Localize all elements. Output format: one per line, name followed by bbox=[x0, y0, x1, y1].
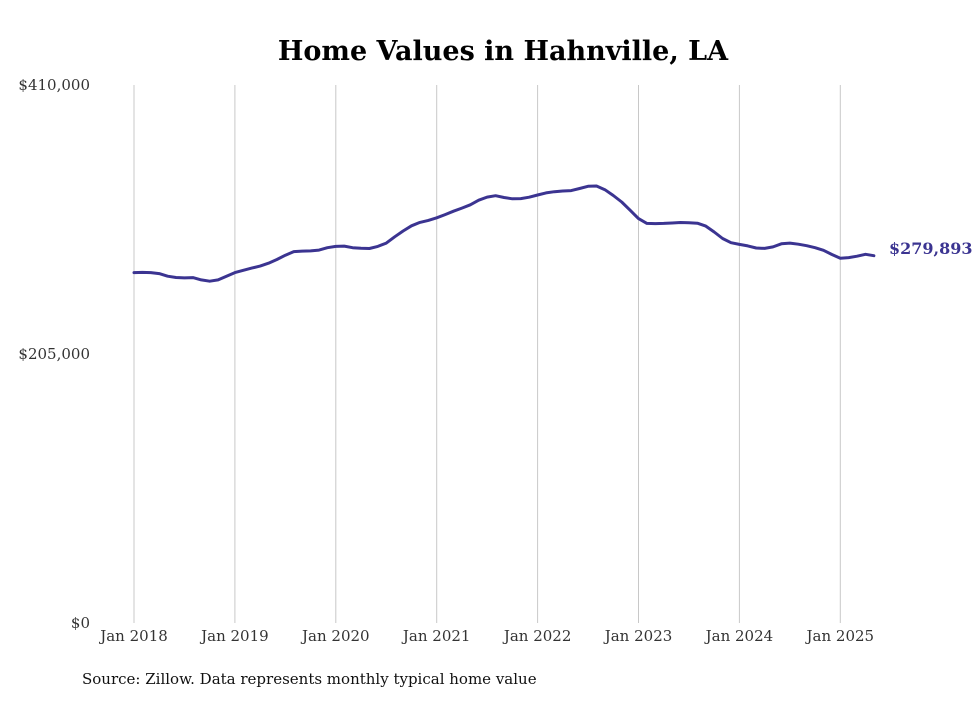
x-tick-label: Jan 2022 bbox=[502, 627, 572, 645]
gridlines bbox=[133, 85, 841, 623]
y-tick-label: $410,000 bbox=[18, 76, 90, 94]
x-tick-label: Jan 2020 bbox=[300, 627, 370, 645]
y-tick-label: $205,000 bbox=[18, 345, 90, 363]
x-tick-label: Jan 2025 bbox=[805, 627, 875, 645]
y-tick-label: $0 bbox=[71, 614, 90, 632]
chart-title: Home Values in Hahnville, LA bbox=[278, 36, 729, 67]
series-layer bbox=[132, 184, 876, 283]
x-tick-label: Jan 2023 bbox=[603, 627, 673, 645]
series-line bbox=[132, 184, 876, 283]
x-axis-ticks: Jan 2018 Jan 2019 Jan 2020 Jan 2021 Jan 2022… bbox=[98, 627, 874, 645]
x-tick-label: Jan 2018 bbox=[98, 627, 168, 645]
x-tick-label: Jan 2024 bbox=[704, 627, 774, 645]
x-tick-label: Jan 2021 bbox=[401, 627, 471, 645]
source-note: Source: Zillow. Data represents monthly … bbox=[82, 670, 537, 688]
y-axis-ticks: $410,000 $205,000 $0 bbox=[18, 76, 90, 632]
end-value-label: $279,893 bbox=[889, 239, 973, 258]
x-tick-label: Jan 2019 bbox=[199, 627, 269, 645]
